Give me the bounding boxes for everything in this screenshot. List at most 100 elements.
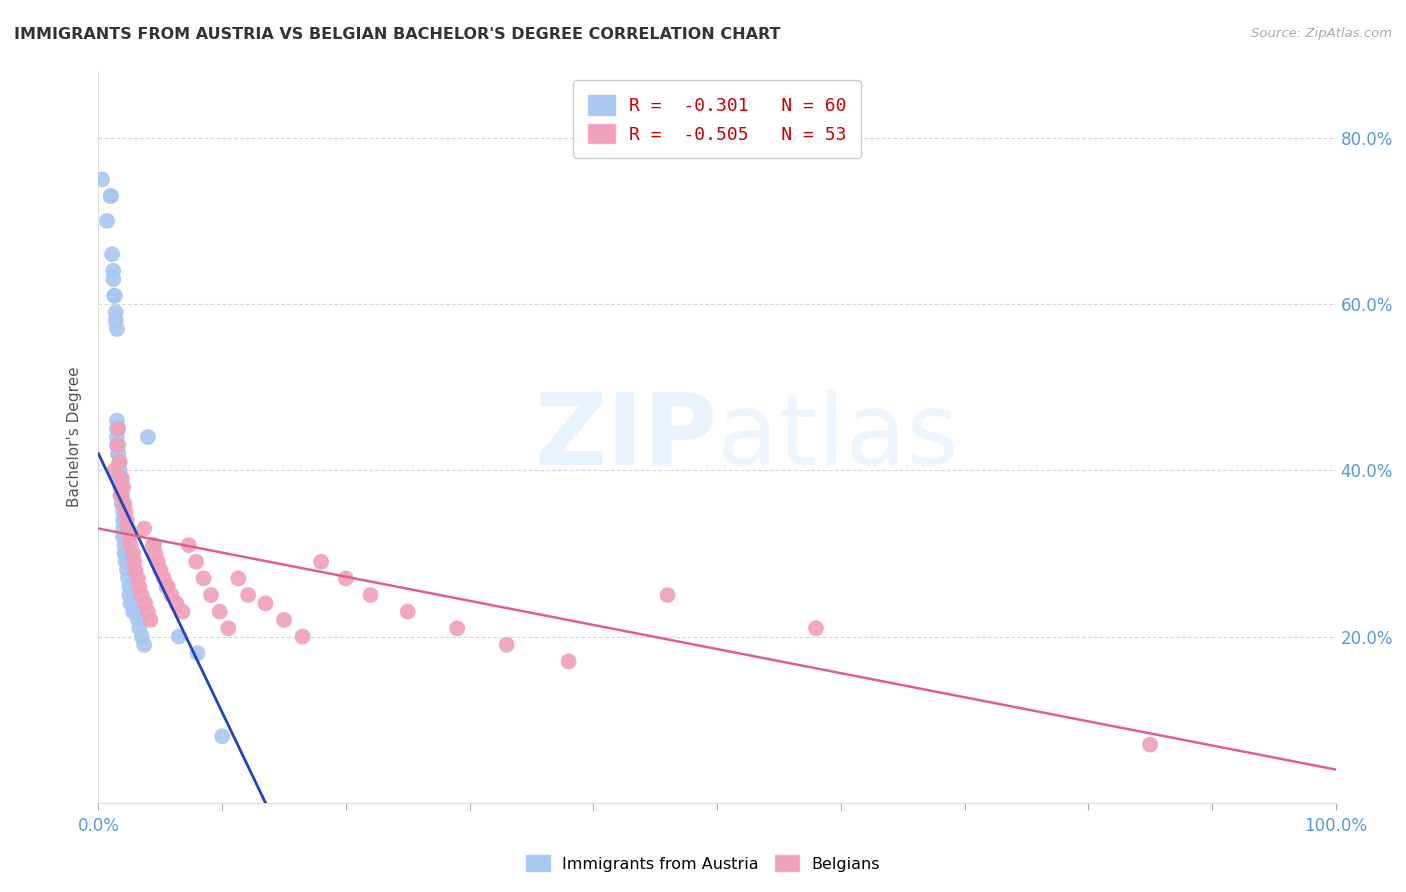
Point — [107, 438, 129, 452]
Point — [136, 605, 159, 619]
Point — [110, 480, 132, 494]
Point — [101, 247, 124, 261]
Point — [104, 314, 127, 328]
Point — [108, 463, 131, 477]
Point — [105, 322, 128, 336]
Point — [107, 438, 129, 452]
Point — [110, 480, 132, 494]
Point — [186, 646, 208, 660]
Point — [254, 596, 277, 610]
Point — [120, 596, 142, 610]
Point — [114, 555, 136, 569]
Point — [107, 422, 129, 436]
Text: Source: ZipAtlas.com: Source: ZipAtlas.com — [1251, 27, 1392, 40]
Point — [657, 588, 679, 602]
Point — [96, 214, 118, 228]
Point — [128, 580, 150, 594]
Point — [107, 447, 129, 461]
Point — [360, 588, 382, 602]
Point — [112, 546, 135, 560]
Point — [110, 488, 132, 502]
Point — [124, 555, 146, 569]
Point — [153, 571, 176, 585]
Point — [112, 480, 135, 494]
Point — [112, 538, 135, 552]
Point — [335, 571, 357, 585]
Legend: Immigrants from Austria, Belgians: Immigrants from Austria, Belgians — [517, 847, 889, 880]
Point — [112, 521, 135, 535]
Point — [120, 538, 142, 552]
Point — [103, 289, 125, 303]
Point — [124, 563, 146, 577]
Point — [112, 530, 135, 544]
Text: IMMIGRANTS FROM AUSTRIA VS BELGIAN BACHELOR'S DEGREE CORRELATION CHART: IMMIGRANTS FROM AUSTRIA VS BELGIAN BACHE… — [14, 27, 780, 42]
Point — [110, 472, 132, 486]
Point — [396, 605, 419, 619]
Point — [114, 505, 136, 519]
Text: atlas: atlas — [717, 389, 959, 485]
Point — [107, 447, 129, 461]
Point — [112, 530, 135, 544]
Point — [143, 538, 166, 552]
Point — [177, 538, 200, 552]
Point — [112, 505, 135, 519]
Point — [131, 588, 153, 602]
Point — [134, 638, 156, 652]
Point — [111, 488, 134, 502]
Point — [111, 497, 134, 511]
Point — [193, 571, 215, 585]
Point — [208, 605, 231, 619]
Point — [134, 521, 156, 535]
Point — [122, 546, 145, 560]
Point — [100, 189, 122, 203]
Point — [118, 530, 141, 544]
Point — [557, 655, 579, 669]
Point — [226, 571, 249, 585]
Point — [155, 580, 177, 594]
Point — [103, 264, 125, 278]
Point — [131, 630, 153, 644]
Point — [108, 455, 131, 469]
Point — [156, 580, 179, 594]
Point — [291, 630, 314, 644]
Point — [127, 613, 149, 627]
Point — [108, 472, 131, 486]
Point — [1139, 738, 1161, 752]
Point — [103, 289, 125, 303]
Point — [273, 613, 295, 627]
Point — [114, 546, 136, 560]
Point — [146, 555, 169, 569]
Point — [111, 497, 134, 511]
Point — [446, 621, 468, 635]
Point — [105, 430, 128, 444]
Point — [236, 588, 259, 602]
Point — [103, 272, 125, 286]
Point — [108, 455, 131, 469]
Point — [115, 513, 138, 527]
Point — [165, 596, 187, 610]
Point — [118, 580, 141, 594]
Point — [108, 455, 131, 469]
Point — [136, 430, 159, 444]
Point — [127, 571, 149, 585]
Legend: R =  -0.301   N = 60, R =  -0.505   N = 53: R = -0.301 N = 60, R = -0.505 N = 53 — [574, 80, 860, 158]
Point — [186, 555, 208, 569]
Point — [115, 555, 138, 569]
Point — [91, 172, 114, 186]
Point — [111, 488, 134, 502]
Point — [124, 605, 146, 619]
Point — [100, 189, 122, 203]
Text: ZIP: ZIP — [534, 389, 717, 485]
Point — [104, 305, 127, 319]
Point — [134, 596, 156, 610]
Point — [117, 521, 139, 535]
Point — [108, 463, 131, 477]
Point — [115, 563, 138, 577]
Point — [111, 497, 134, 511]
Point — [149, 563, 172, 577]
Point — [110, 488, 132, 502]
Point — [167, 630, 190, 644]
Point — [211, 729, 233, 743]
Point — [112, 497, 135, 511]
Point — [105, 438, 128, 452]
